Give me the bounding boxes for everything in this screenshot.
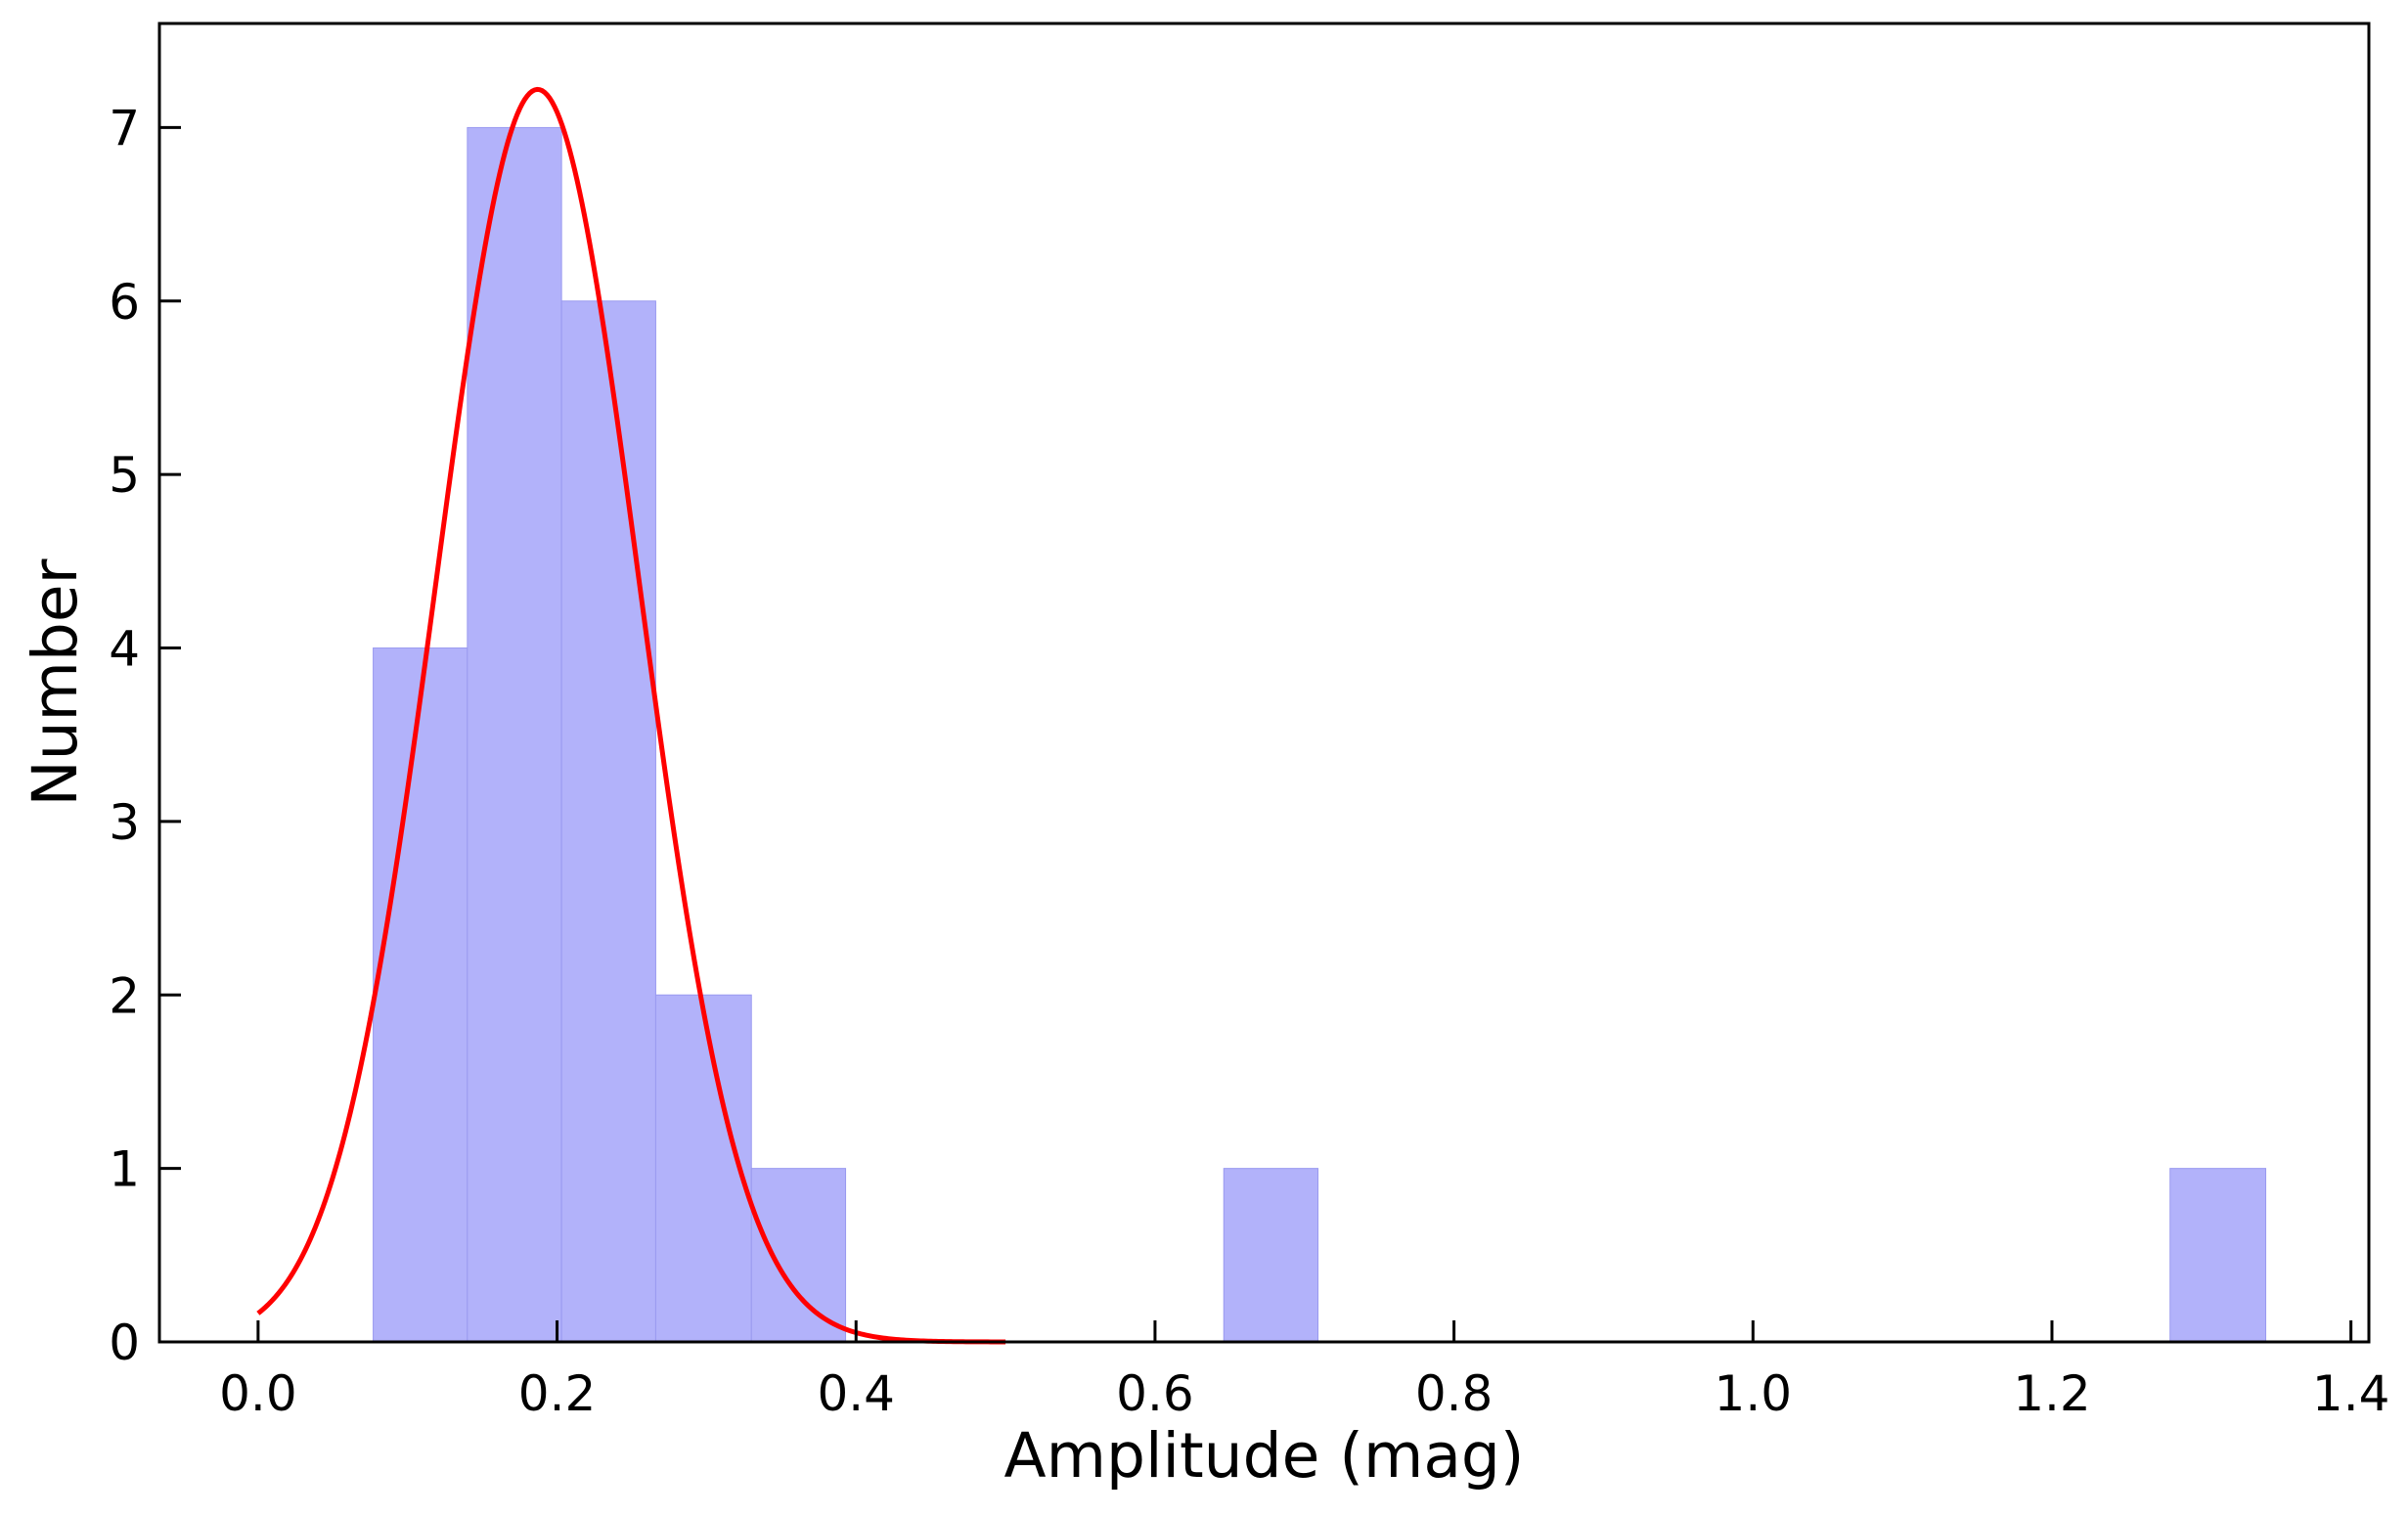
y-axis-title: Number [20, 558, 91, 806]
histogram-bar [654, 994, 752, 1343]
histogram-bar [2169, 1168, 2267, 1343]
gaussian-fit-curve [256, 86, 1006, 1345]
histogram-bar [467, 126, 562, 1343]
x-tick-label: 0.4 [817, 1365, 895, 1422]
histogram-bars [373, 126, 2267, 1343]
y-tick-label: 5 [109, 447, 140, 504]
y-tick-label: 3 [109, 794, 140, 851]
y-tick-label: 4 [109, 621, 140, 678]
x-axis-ticks: 0.0 0.2 0.4 0.6 0.8 1.0 1.2 1.4 [219, 1320, 2389, 1422]
y-tick-label: 0 [109, 1315, 140, 1371]
y-tick-label: 7 [109, 100, 140, 156]
x-tick-label: 0.8 [1415, 1365, 1494, 1422]
x-tick-label: 1.0 [1715, 1365, 1793, 1422]
y-tick-label: 2 [109, 967, 140, 1024]
x-tick-label: 1.4 [2312, 1365, 2390, 1422]
x-tick-label: 0.2 [518, 1365, 597, 1422]
y-axis-ticks: 0 1 2 3 4 5 6 7 [109, 100, 181, 1371]
histogram-bar [750, 1168, 847, 1343]
histogram-bar [1223, 1168, 1319, 1343]
plot-frame [157, 22, 2371, 1344]
x-tick-label: 0.0 [219, 1365, 297, 1422]
x-axis-title: Amplitude (mag) [1004, 1420, 1525, 1492]
histogram-bar [560, 300, 656, 1343]
y-tick-label: 6 [109, 274, 140, 331]
x-tick-label: 1.2 [2013, 1365, 2091, 1422]
histogram-bar [373, 647, 468, 1343]
y-tick-label: 1 [109, 1141, 140, 1198]
x-tick-label: 0.6 [1116, 1365, 1194, 1422]
